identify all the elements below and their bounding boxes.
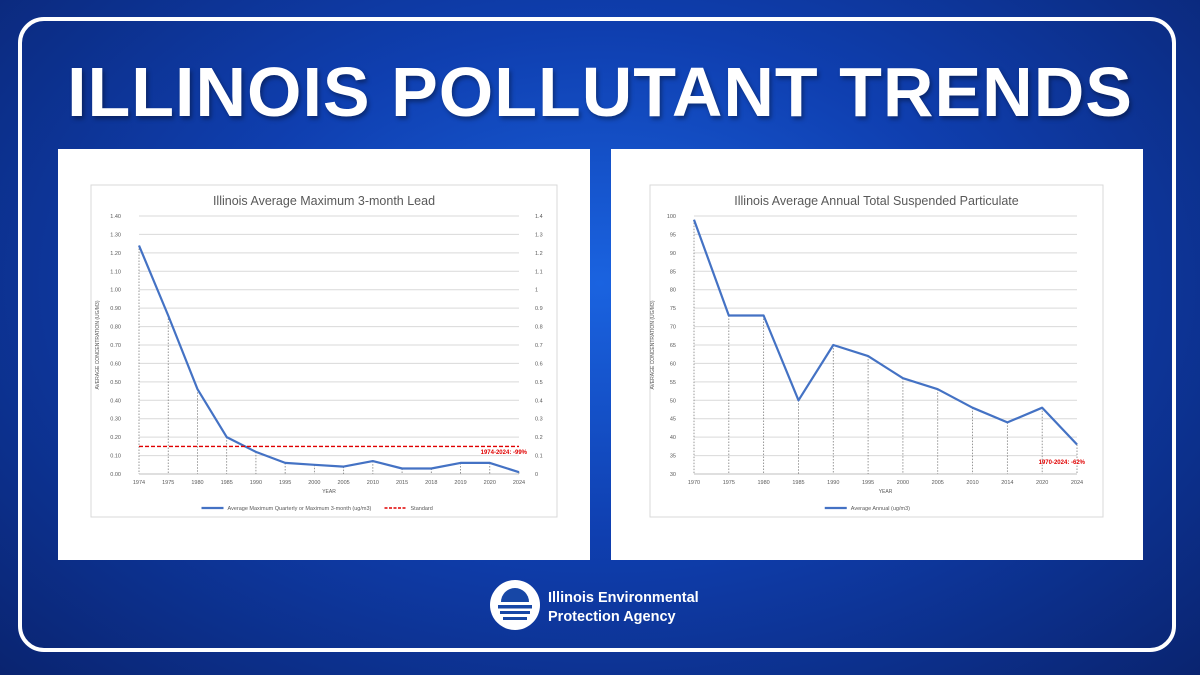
y-tick-label: 50 [670,398,676,404]
x-axis-label: YEAR [322,489,336,495]
legend-label: Average Maximum Quarterly or Maximum 3-m… [228,506,372,512]
y-axis-label: AVERAGE CONCENTRATION (UG/M3) [95,300,101,389]
y-tick-label: 40 [670,435,676,441]
legend-label: Average Annual (ug/m3) [851,506,910,512]
y2-tick-label: 0.9 [535,306,543,312]
y-tick-label: 0.00 [110,472,121,478]
agency-name-line1: Illinois Environmental [548,590,699,606]
y2-tick-label: 0.7 [535,343,543,349]
change-annotation: 1974-2024: -99% [481,450,528,456]
lead-chart-panel: Illinois Average Maximum 3-month Lead 0.0… [58,149,590,560]
y-tick-label: 0.90 [110,306,121,312]
x-tick-label: 1974 [133,480,145,486]
x-tick-label: 2024 [1071,480,1083,486]
lead-chart: Illinois Average Maximum 3-month Lead 0.0… [90,184,558,518]
y2-tick-label: 0.4 [535,398,543,404]
y-tick-label: 0.80 [110,325,121,331]
y2-tick-label: 0.3 [535,417,543,423]
tsp-chart-panel: Illinois Average Annual Total Suspended … [611,149,1143,560]
chart-border [649,184,1104,518]
y2-tick-label: 1.1 [535,269,543,275]
y-tick-label: 70 [670,325,676,331]
agency-logo: Illinois Environmental Protection Agency [488,577,708,637]
y-tick-label: 0.50 [110,380,121,386]
change-annotation: 1970-2024: -62% [1039,460,1086,466]
chart-title: Illinois Average Annual Total Suspended … [734,194,1019,208]
y-tick-label: 0.20 [110,435,121,441]
x-tick-label: 2020 [1036,480,1048,486]
x-tick-label: 2005 [932,480,944,486]
y2-tick-label: 1.3 [535,232,543,238]
tsp-chart: Illinois Average Annual Total Suspended … [649,184,1104,518]
y-tick-label: 0.10 [110,454,121,460]
x-tick-label: 2015 [396,480,408,486]
x-tick-label: 2010 [367,480,379,486]
x-tick-label: 1990 [250,480,262,486]
y-tick-label: 1.30 [110,232,121,238]
y-tick-label: 45 [670,417,676,423]
y-tick-label: 1.00 [110,288,121,294]
y-tick-label: 0.60 [110,361,121,367]
y2-tick-label: 0.8 [535,325,543,331]
y2-tick-label: 0.6 [535,361,543,367]
x-axis-label: YEAR [879,489,893,495]
x-tick-label: 1995 [279,480,291,486]
x-tick-label: 1980 [191,480,203,486]
y2-tick-label: 0.2 [535,435,543,441]
y-tick-label: 80 [670,288,676,294]
x-tick-label: 2014 [1001,480,1013,486]
x-tick-label: 2000 [897,480,909,486]
y-tick-label: 85 [670,269,676,275]
data-line [137,245,520,474]
legend-label: Standard [411,506,433,512]
agency-emblem-icon [490,580,540,630]
y-tick-label: 0.70 [110,343,121,349]
x-tick-label: 1990 [827,480,839,486]
y-tick-label: 90 [670,251,676,257]
page-title: ILLINOIS POLLUTANT TRENDS [67,53,1133,131]
x-tick-label: 1995 [862,480,874,486]
x-tick-label: 2019 [454,480,466,486]
y2-tick-label: 0.5 [535,380,543,386]
y-tick-label: 1.20 [110,251,121,257]
x-tick-label: 1975 [723,480,735,486]
x-tick-label: 2020 [484,480,496,486]
y-tick-label: 100 [667,214,676,220]
x-tick-label: 2018 [425,480,437,486]
data-line [692,219,1078,446]
y-tick-label: 1.40 [110,214,121,220]
y2-tick-label: 0.1 [535,454,543,460]
x-tick-label: 1970 [688,480,700,486]
chart-title: Illinois Average Maximum 3-month Lead [213,194,435,208]
y-tick-label: 1.10 [110,269,121,275]
x-tick-label: 1985 [792,480,804,486]
x-tick-label: 2010 [966,480,978,486]
y-tick-label: 65 [670,343,676,349]
y2-tick-label: 1.4 [535,214,543,220]
y2-tick-label: 0 [535,472,538,478]
white-frame-border [18,17,1176,652]
y2-tick-label: 1 [535,288,538,294]
agency-name-line2: Protection Agency [548,609,676,625]
y-tick-label: 0.40 [110,398,121,404]
x-tick-label: 2005 [337,480,349,486]
y-tick-label: 60 [670,361,676,367]
x-tick-label: 1985 [221,480,233,486]
x-tick-label: 2000 [308,480,320,486]
x-tick-label: 2024 [513,480,525,486]
y-tick-label: 55 [670,380,676,386]
chart-border [90,184,558,518]
x-tick-label: 1975 [162,480,174,486]
y-tick-label: 30 [670,472,676,478]
y-tick-label: 95 [670,232,676,238]
y-tick-label: 75 [670,306,676,312]
x-tick-label: 1980 [758,480,770,486]
y-tick-label: 35 [670,454,676,460]
y2-tick-label: 1.2 [535,251,543,257]
y-axis-label: AVERAGE CONCENTRATION (UG/M3) [650,300,656,389]
y-tick-label: 0.30 [110,417,121,423]
